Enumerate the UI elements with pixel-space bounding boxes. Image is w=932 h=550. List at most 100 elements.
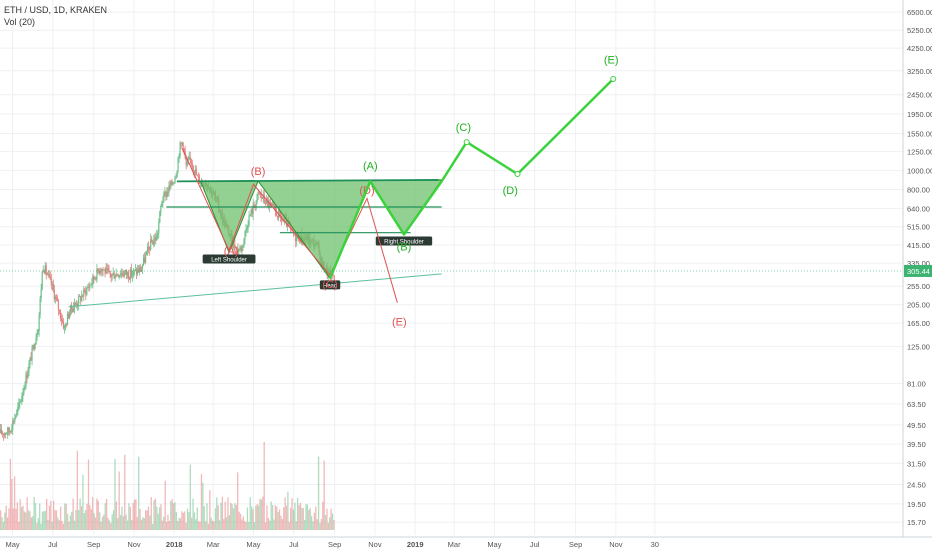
- volume-bar: [198, 521, 200, 530]
- volume-bar: [8, 508, 10, 530]
- volume-bar: [192, 498, 194, 530]
- candle-body: [332, 275, 334, 277]
- volume-bar: [221, 496, 224, 530]
- candle-body: [96, 268, 98, 280]
- candle-body: [199, 182, 201, 184]
- candle-body: [132, 270, 135, 275]
- x-tick-label: 30: [651, 540, 659, 549]
- neckline: [176, 179, 439, 183]
- candle-body: [272, 204, 275, 206]
- candle-body: [2, 433, 4, 435]
- red-wave-label: (B): [251, 166, 266, 178]
- volume-bar: [100, 521, 102, 530]
- candle-body: [247, 225, 249, 229]
- candle-body: [3, 433, 5, 436]
- candle-body: [120, 272, 122, 275]
- green-projection-path: [328, 78, 615, 279]
- candle-body: [42, 270, 44, 273]
- candle-body: [32, 345, 34, 348]
- candle-body: [170, 180, 172, 187]
- candle-body: [59, 310, 62, 319]
- volume-bar: [257, 505, 260, 530]
- candle-body: [173, 182, 175, 184]
- candle-body: [139, 267, 142, 272]
- volume-indicator-label[interactable]: Vol (20): [4, 17, 36, 27]
- candle-body: [12, 420, 14, 430]
- volume-bar: [146, 510, 148, 530]
- candle-body: [40, 288, 42, 299]
- candle-body: [183, 148, 185, 151]
- candle-body: [127, 272, 129, 279]
- volume-bar: [154, 498, 157, 530]
- candle-body: [45, 265, 47, 275]
- volume-bar: [133, 499, 136, 530]
- candle-body: [90, 284, 92, 286]
- candle-body: [155, 237, 157, 241]
- candle-body: [85, 290, 87, 295]
- candle-body: [162, 201, 164, 203]
- candle-body: [268, 202, 270, 207]
- volume-bar: [202, 482, 204, 530]
- candle-body: [161, 202, 163, 206]
- x-tick-label: May: [246, 540, 260, 549]
- volume-bar: [333, 520, 335, 530]
- volume-bar: [107, 517, 109, 530]
- volume-bar: [246, 507, 249, 530]
- volume-bar: [320, 519, 323, 530]
- volume-bar: [249, 497, 251, 530]
- candle-body: [174, 178, 176, 183]
- volume-bar: [34, 503, 37, 530]
- volume-bar: [37, 517, 39, 530]
- volume-bar: [41, 511, 44, 530]
- candle-body: [72, 309, 74, 312]
- volume-bar: [277, 511, 279, 530]
- x-tick-label: Jul: [289, 540, 299, 549]
- volume-bar: [234, 502, 236, 530]
- candle-body: [252, 204, 254, 215]
- volume-bar: [55, 510, 58, 530]
- volume-bar: [39, 503, 41, 530]
- volume-bar: [64, 503, 66, 530]
- candle-body: [244, 231, 246, 239]
- candle-body: [299, 241, 301, 243]
- volume-bar: [299, 502, 302, 530]
- candle-body: [115, 273, 117, 277]
- candle-body: [163, 192, 165, 202]
- candle-body: [270, 203, 272, 206]
- candle-body: [234, 244, 236, 253]
- y-tick-label: 39.50: [907, 440, 926, 449]
- candle-body: [262, 194, 264, 199]
- candle-body: [117, 275, 119, 278]
- candle-body: [175, 177, 177, 179]
- candle-body: [25, 374, 27, 387]
- candle-body: [51, 283, 53, 285]
- volume-bar: [327, 522, 329, 530]
- candle-body: [182, 142, 184, 149]
- volume-bar: [214, 508, 217, 530]
- candle-body: [238, 249, 240, 253]
- volume-bar: [97, 500, 99, 530]
- candle-body: [102, 269, 104, 270]
- volume-bar: [104, 503, 106, 530]
- candle-body: [29, 357, 31, 364]
- volume-bar: [264, 522, 267, 530]
- volume-bar: [72, 498, 74, 530]
- volume-bar: [271, 505, 274, 530]
- x-tick-label: Nov: [368, 540, 382, 549]
- volume-bar: [73, 520, 76, 530]
- candle-body: [119, 274, 121, 276]
- left-shoulder-label-bg: [202, 254, 256, 264]
- volume-bar: [267, 518, 270, 530]
- candle-body: [249, 215, 251, 217]
- volume-bar: [99, 512, 101, 530]
- candle-body: [133, 269, 136, 271]
- volume-bar: [124, 454, 126, 530]
- candle-body: [267, 200, 269, 207]
- candle-body: [185, 157, 187, 166]
- candle-body: [112, 272, 114, 275]
- volume-bar: [105, 498, 108, 530]
- volume-bar: [44, 510, 46, 530]
- candle-body: [151, 239, 153, 243]
- symbol-title[interactable]: ETH / USD, 1D, KRAKEN: [4, 5, 108, 15]
